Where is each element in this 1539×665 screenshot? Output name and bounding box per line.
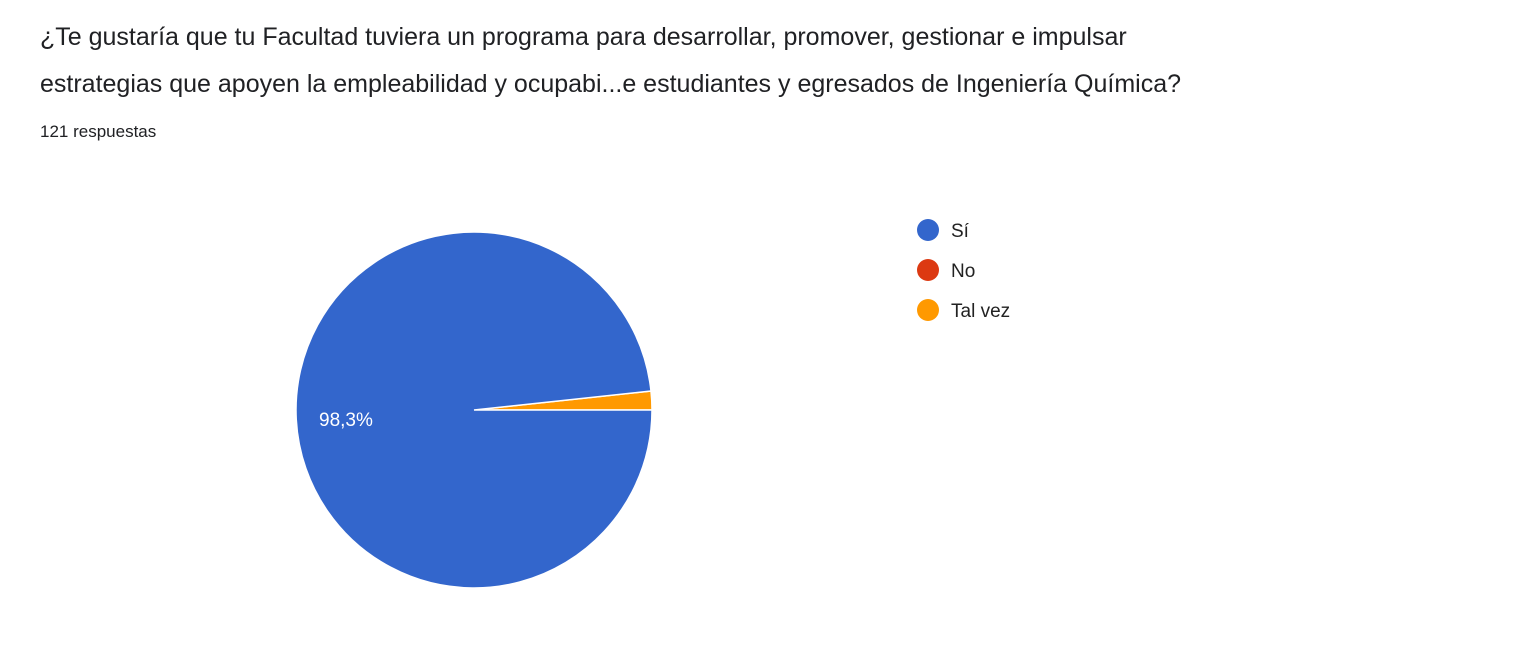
question-line-2: estrategias que apoyen la empleabilidad …: [40, 70, 1182, 98]
legend-label: Tal vez: [951, 301, 1010, 322]
pie-data-label: 98,3%: [319, 410, 373, 431]
pie-slices: [295, 231, 653, 589]
legend-label: Sí: [951, 221, 970, 242]
pie-slice-sí[interactable]: [295, 231, 653, 589]
legend-swatch: [917, 219, 939, 241]
chart-legend: Sí No Tal vez: [917, 219, 1010, 322]
pie-data-labels: 98,3%: [319, 410, 373, 431]
question-title: ¿Te gustaría que tu Facultad tuviera un …: [40, 14, 1510, 108]
question-line-1: ¿Te gustaría que tu Facultad tuviera un …: [40, 23, 1127, 51]
legend-item-no: No: [917, 259, 975, 282]
response-count: 121 respuestas: [40, 122, 157, 141]
legend-item-sí: Sí: [917, 219, 970, 242]
legend-item-tal-vez: Tal vez: [917, 299, 1010, 322]
legend-swatch: [917, 299, 939, 321]
legend-swatch: [917, 259, 939, 281]
legend-label: No: [951, 261, 975, 282]
